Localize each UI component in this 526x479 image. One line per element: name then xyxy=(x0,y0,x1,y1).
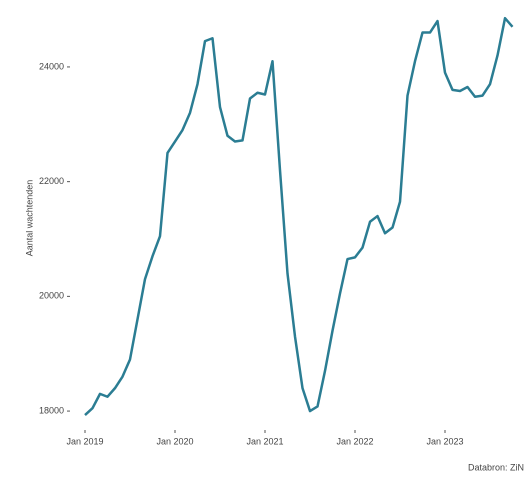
x-tick-label: Jan 2021 xyxy=(246,436,283,446)
data-line xyxy=(84,16,514,417)
y-tick-label: 22000 xyxy=(39,176,64,186)
x-tick-label: Jan 2020 xyxy=(156,436,193,446)
y-tick-label: 20000 xyxy=(39,291,64,301)
x-tick-label: Jan 2022 xyxy=(336,436,373,446)
x-tick-label: Jan 2023 xyxy=(426,436,463,446)
x-tick-label: Jan 2019 xyxy=(66,436,103,446)
y-tick-label: 24000 xyxy=(39,61,64,71)
caption: Databron: ZiN xyxy=(468,462,524,472)
y-tick-label: 18000 xyxy=(39,405,64,415)
y-axis-label: Aantal wachtenden xyxy=(24,180,34,257)
